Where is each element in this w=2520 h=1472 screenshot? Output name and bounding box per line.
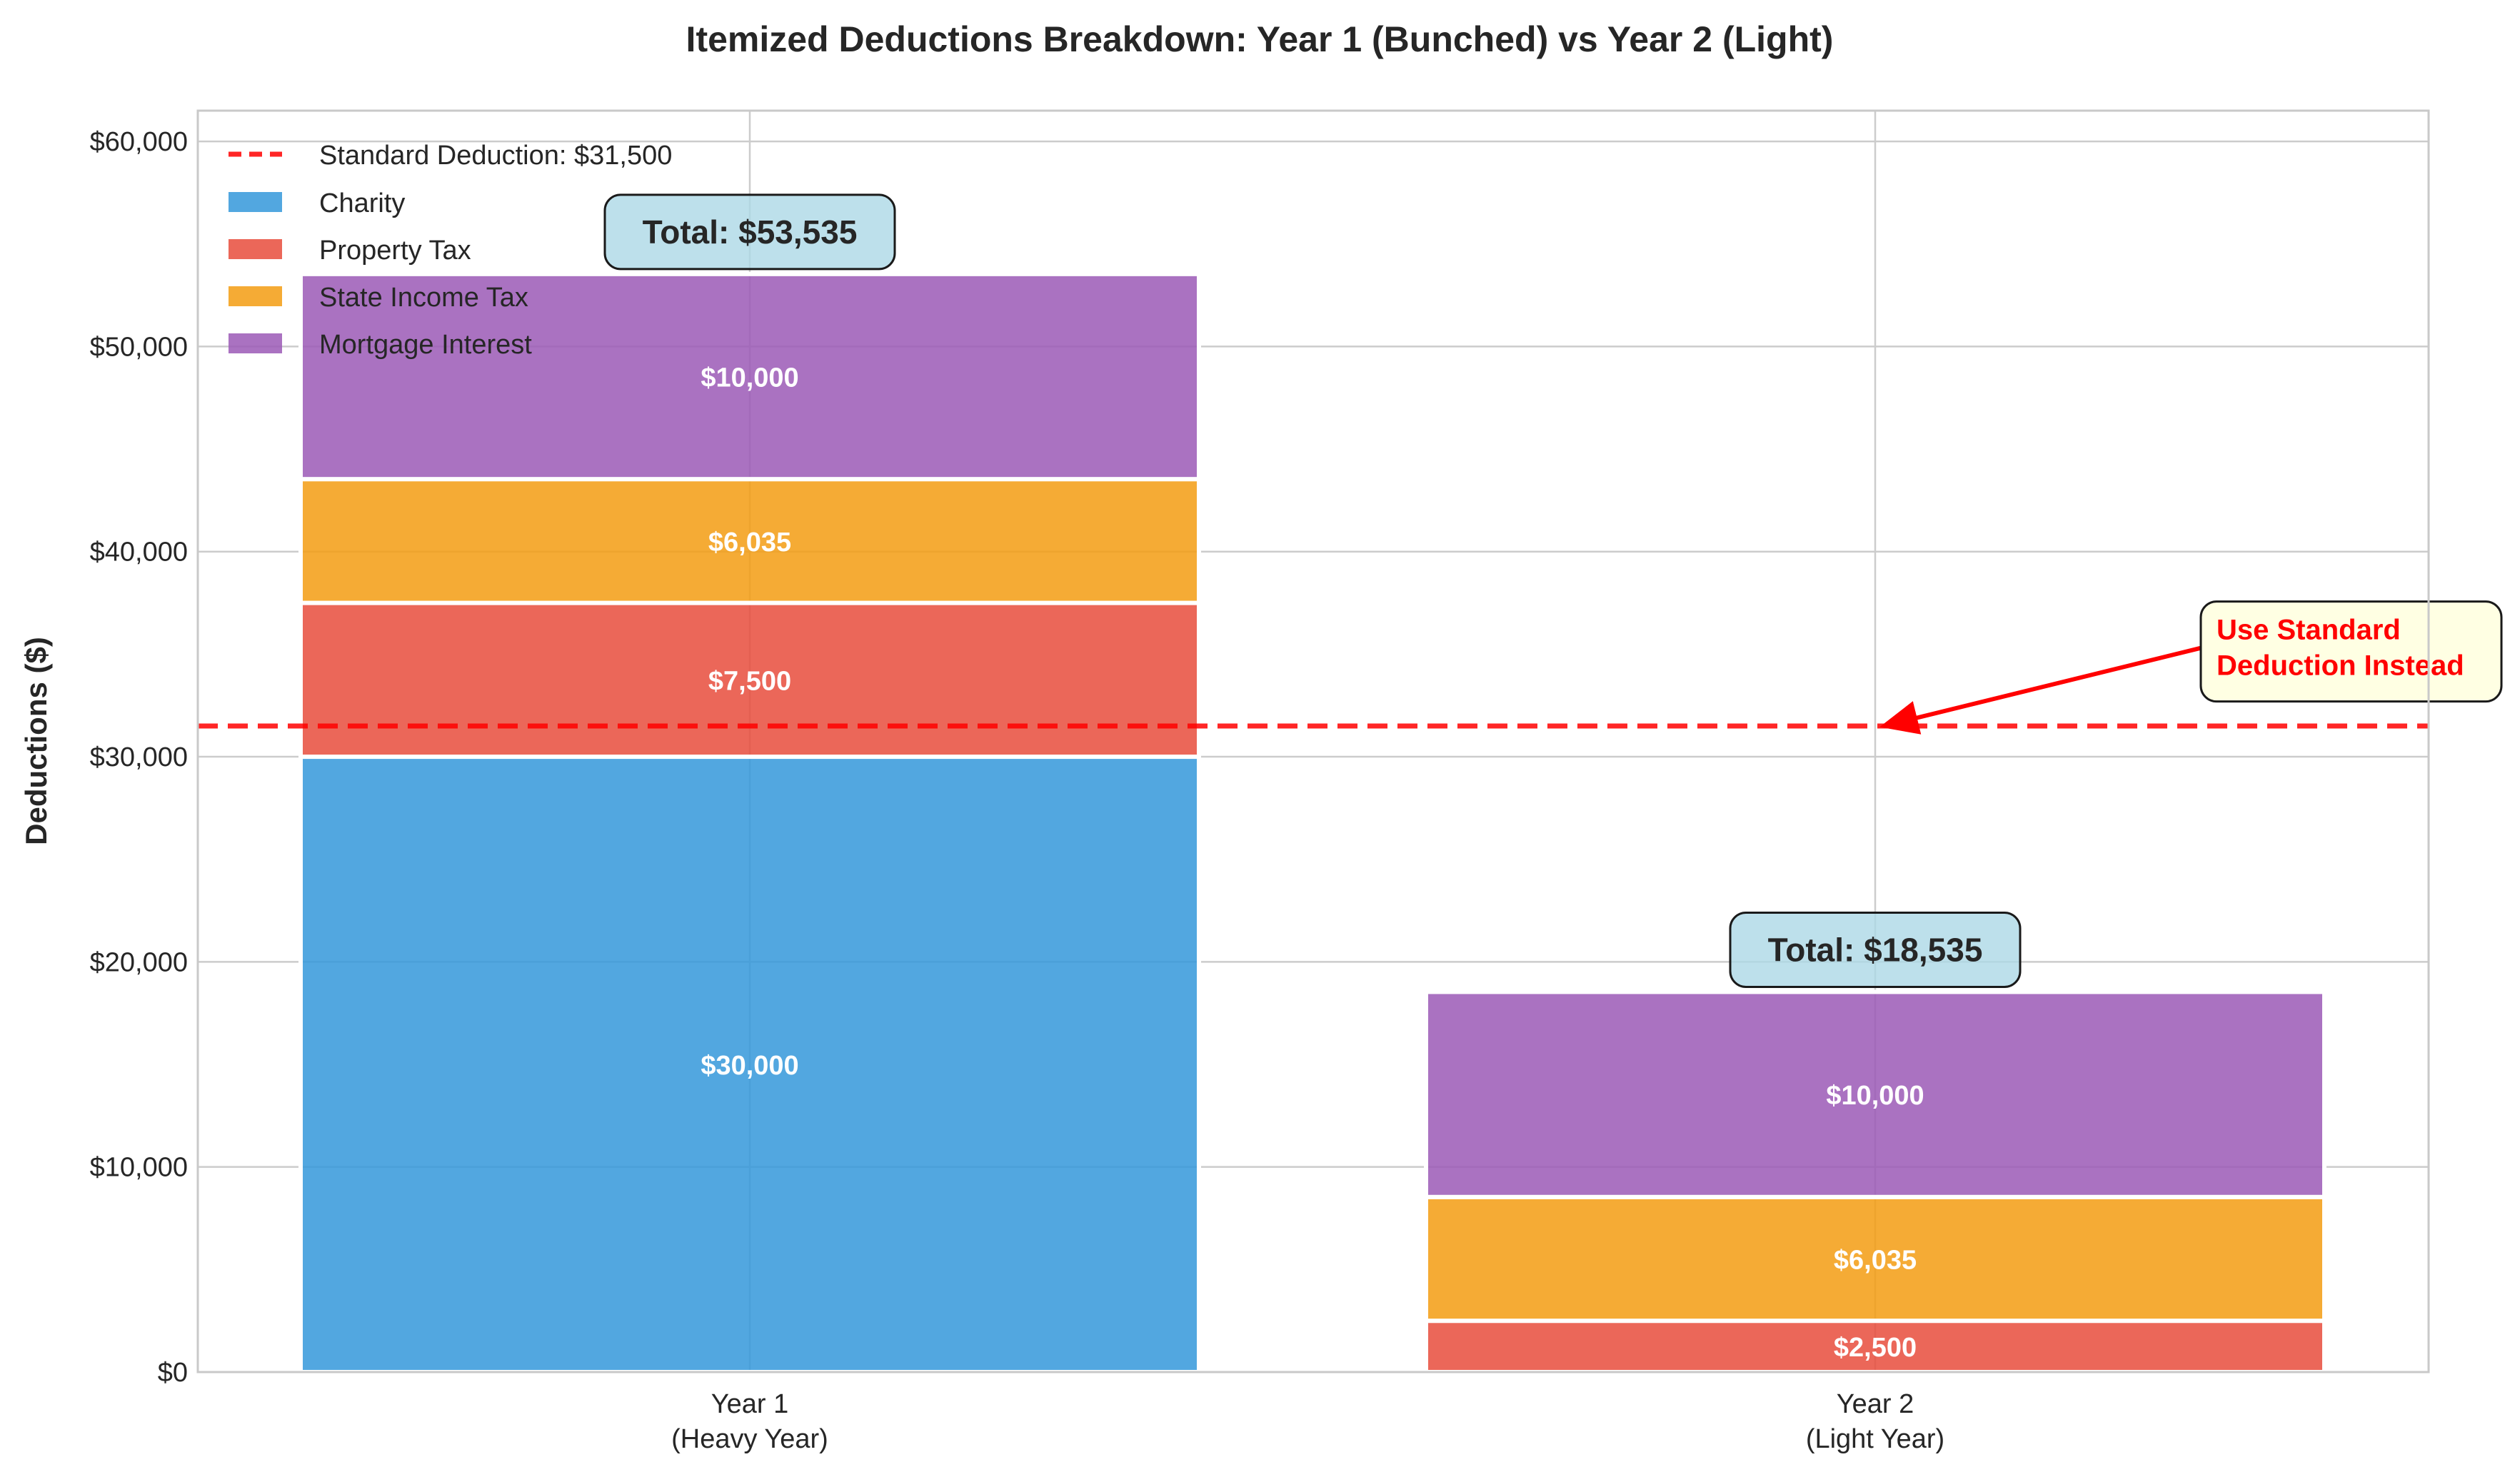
legend-entry-label: Standard Deduction: $31,500 bbox=[319, 141, 672, 171]
annotation-arrow bbox=[1879, 645, 2202, 735]
x-tick-label: Year 1 bbox=[711, 1389, 788, 1419]
bar-segment bbox=[1424, 989, 2326, 1199]
annotation: Use Standard Deduction Instead bbox=[1879, 600, 2503, 735]
y-tick-label: $10,000 bbox=[90, 1153, 188, 1183]
x-tick-sublabel: (Heavy Year) bbox=[671, 1424, 828, 1454]
plot-frame bbox=[196, 109, 2430, 1373]
legend-swatch bbox=[229, 192, 282, 212]
y-tick-label: $20,000 bbox=[90, 947, 188, 977]
legend: Standard Deduction: $31,500 Charity Proper… bbox=[229, 141, 672, 360]
chart-title: Itemized Deductions Breakdown: Year 1 (B… bbox=[686, 19, 1834, 59]
total-label-box bbox=[1729, 911, 2022, 988]
bar-segment-label: $2,500 bbox=[1834, 1333, 1917, 1363]
total-label: Total: $18,535 bbox=[1768, 931, 1983, 968]
y-tick-label: $0 bbox=[158, 1358, 188, 1388]
legend-swatch bbox=[229, 239, 282, 259]
y-tick-label: $40,000 bbox=[90, 538, 188, 568]
legend-swatch bbox=[229, 333, 282, 353]
bar-segment-label: $10,000 bbox=[701, 363, 798, 393]
legend-entry-label: State Income Tax bbox=[319, 283, 528, 313]
bar-segment-label: $6,035 bbox=[1834, 1245, 1917, 1275]
legend-entry-label: Charity bbox=[319, 188, 405, 218]
legend-swatch bbox=[229, 286, 282, 306]
x-tick-label: Year 2 bbox=[1837, 1389, 1914, 1419]
annotation-text: Deduction Instead bbox=[2217, 650, 2464, 682]
x-axis-ticks: Year 1 (Heavy Year) Year 2 (Light Year) bbox=[671, 1389, 1944, 1454]
total-labels: Total: $53,535 Total: $18,535 bbox=[603, 193, 2022, 988]
annotation-box bbox=[2199, 600, 2503, 703]
total-label-box bbox=[603, 193, 896, 271]
x-tick-sublabel: (Light Year) bbox=[1806, 1424, 1944, 1454]
y-axis-label: Deductions ($) bbox=[19, 637, 53, 845]
bar-segment bbox=[298, 271, 1201, 482]
bar-segment-label: $7,500 bbox=[708, 666, 791, 696]
total-label: Total: $53,535 bbox=[643, 213, 858, 251]
y-tick-label: $30,000 bbox=[90, 742, 188, 772]
bar-segment-label: $30,000 bbox=[701, 1051, 798, 1081]
bar-segment-label: $6,035 bbox=[708, 528, 791, 558]
bar-segment bbox=[298, 600, 1201, 760]
legend-entry-label: Mortgage Interest bbox=[319, 330, 532, 360]
y-tick-label: $60,000 bbox=[90, 127, 188, 157]
total-label-group: Total: $18,535 bbox=[1729, 911, 2022, 988]
bar-segment-label: $10,000 bbox=[1826, 1081, 1924, 1111]
bars: $30,000 $7,500 $6,035 $10,000 $2,500 $6,035 $1… bbox=[298, 271, 2326, 1375]
total-label-group: Total: $53,535 bbox=[603, 193, 896, 271]
legend-entry-label: Property Tax bbox=[319, 236, 471, 266]
bar-segment bbox=[298, 755, 1201, 1375]
y-tick-label: $50,000 bbox=[90, 332, 188, 362]
y-axis-ticks: $0 $10,000 $20,000 $30,000 $40,000 $50,000 $60… bbox=[90, 127, 188, 1388]
annotation-text: Use Standard bbox=[2217, 615, 2401, 646]
bar-segment bbox=[1424, 1194, 2326, 1324]
